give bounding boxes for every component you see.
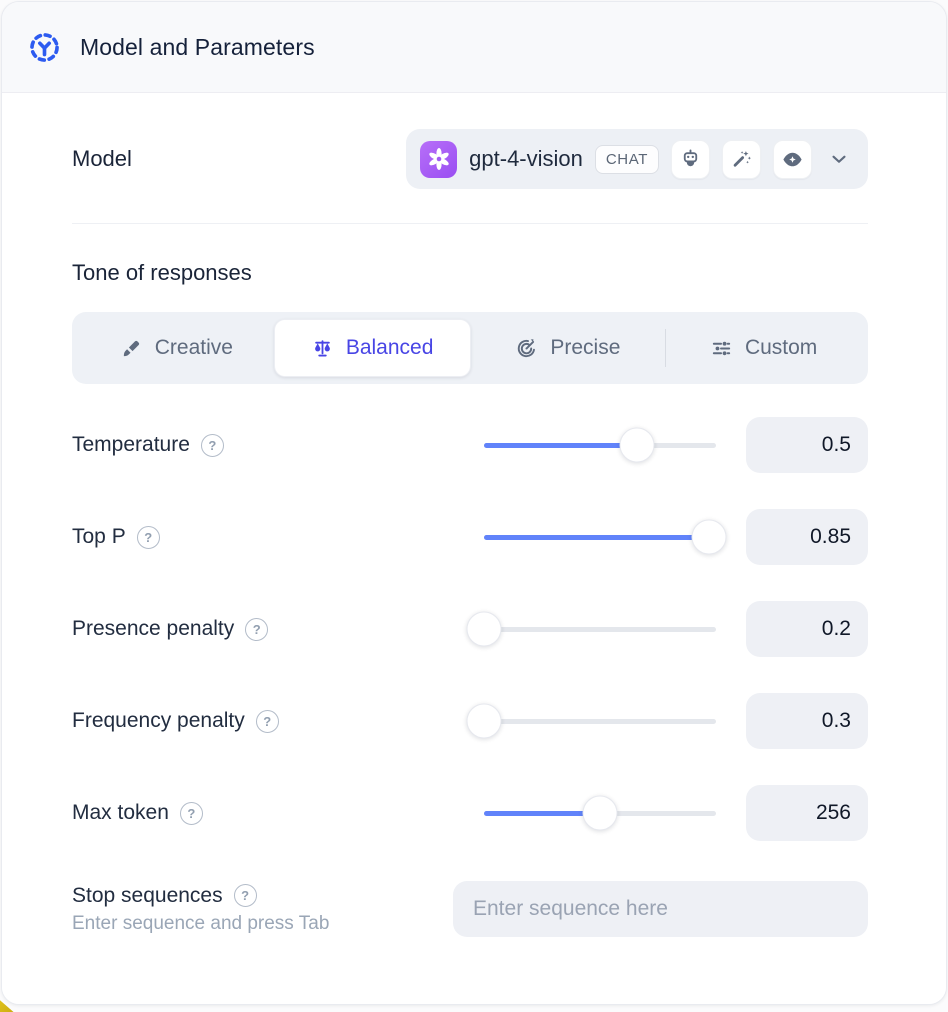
param-label-text: Max token <box>72 801 169 824</box>
tone-option-label: Custom <box>744 336 818 359</box>
param-label: Frequency penalty ? <box>72 709 484 733</box>
model-name: gpt-4-vision <box>469 146 583 171</box>
panel-header: Model and Parameters <box>2 2 946 93</box>
param-row-stop-sequences: Stop sequences ? Enter sequence and pres… <box>72 877 868 941</box>
stop-sequences-label-block: Stop sequences ? Enter sequence and pres… <box>72 884 453 935</box>
tone-option-precise[interactable]: Precise <box>471 319 666 377</box>
param-row-top-p: Top P ? 0.85 <box>72 509 868 565</box>
panel-body: Model gpt-4-vision CHAT <box>2 93 946 1004</box>
slider-thumb[interactable] <box>582 795 618 831</box>
tone-option-balanced[interactable]: Balanced <box>273 319 471 377</box>
slider-thumb[interactable] <box>466 703 502 739</box>
slider-track <box>484 442 716 448</box>
help-icon[interactable]: ? <box>255 709 279 733</box>
frequency-penalty-slider[interactable] <box>466 693 716 749</box>
param-label: Presence penalty ? <box>72 617 484 641</box>
slider-track <box>484 718 716 724</box>
max-token-value[interactable]: 256 <box>746 785 868 841</box>
param-label-text: Frequency penalty <box>72 709 245 732</box>
help-icon[interactable]: ? <box>136 525 160 549</box>
param-row-max-token: Max token ? 256 <box>72 785 868 841</box>
temperature-value[interactable]: 0.5 <box>746 417 868 473</box>
param-label: Top P ? <box>72 525 484 549</box>
tone-option-label: Precise <box>550 336 621 359</box>
model-selector[interactable]: gpt-4-vision CHAT <box>406 129 868 189</box>
presence-penalty-value[interactable]: 0.2 <box>746 601 868 657</box>
tone-option-custom[interactable]: Custom <box>666 319 861 377</box>
help-icon[interactable]: ? <box>245 617 269 641</box>
tone-option-label: Creative <box>154 336 233 359</box>
tone-option-label: Balanced <box>345 336 434 359</box>
param-label: Max token ? <box>72 801 484 825</box>
stop-sequences-hint: Enter sequence and press Tab <box>72 912 330 934</box>
frequency-penalty-value[interactable]: 0.3 <box>746 693 868 749</box>
param-label-text: Temperature <box>72 433 190 456</box>
top-p-slider[interactable] <box>484 509 727 565</box>
slider-thumb[interactable] <box>619 427 655 463</box>
presence-penalty-slider[interactable] <box>466 601 716 657</box>
background-corner-accent <box>0 1000 14 1012</box>
tone-segmented-control: Creative Balanced <box>72 312 868 384</box>
slider-fill <box>484 534 710 540</box>
tone-heading: Tone of responses <box>72 260 252 285</box>
slider-thumb[interactable] <box>691 519 727 555</box>
model-hub-icon <box>27 30 62 65</box>
openai-logo-icon <box>420 140 458 178</box>
param-label-text: Top P <box>72 525 126 548</box>
param-label-text: Presence penalty <box>72 617 235 640</box>
param-label: Temperature ? <box>72 433 484 457</box>
model-label: Model <box>72 146 132 171</box>
temperature-slider[interactable] <box>484 417 716 473</box>
param-row-temperature: Temperature ? 0.5 <box>72 417 868 473</box>
slider-track <box>484 626 716 632</box>
help-icon[interactable]: ? <box>233 884 257 907</box>
slider-track <box>484 534 716 540</box>
tone-option-creative[interactable]: Creative <box>79 319 274 377</box>
chevron-down-icon <box>828 148 850 170</box>
section-divider <box>72 223 868 224</box>
panel-title: Model and Parameters <box>80 33 315 60</box>
model-row: Model gpt-4-vision CHAT <box>72 129 868 189</box>
magic-wand-icon <box>722 139 761 179</box>
paintbrush-icon <box>123 340 139 356</box>
assistant-robot-icon <box>671 139 710 179</box>
param-row-presence-penalty: Presence penalty ? 0.2 <box>72 601 868 657</box>
stop-sequences-label: Stop sequences <box>72 883 223 907</box>
help-icon[interactable]: ? <box>179 801 203 825</box>
target-icon <box>518 338 536 357</box>
sliders-icon <box>712 341 731 355</box>
top-p-value[interactable]: 0.85 <box>746 509 868 565</box>
stop-sequence-input[interactable] <box>453 881 868 937</box>
help-icon[interactable]: ? <box>200 433 224 457</box>
parameters-list: Temperature ? 0.5 Top P ? 0.85 <box>72 417 868 941</box>
segment-divider <box>665 329 667 367</box>
param-row-frequency-penalty: Frequency penalty ? 0.3 <box>72 693 868 749</box>
slider-thumb[interactable] <box>466 611 502 647</box>
vision-eye-icon <box>773 139 812 179</box>
balance-scale-icon <box>314 339 330 356</box>
slider-fill <box>484 810 600 816</box>
slider-fill <box>484 442 638 448</box>
max-token-slider[interactable] <box>484 785 716 841</box>
model-type-badge: CHAT <box>594 144 659 174</box>
